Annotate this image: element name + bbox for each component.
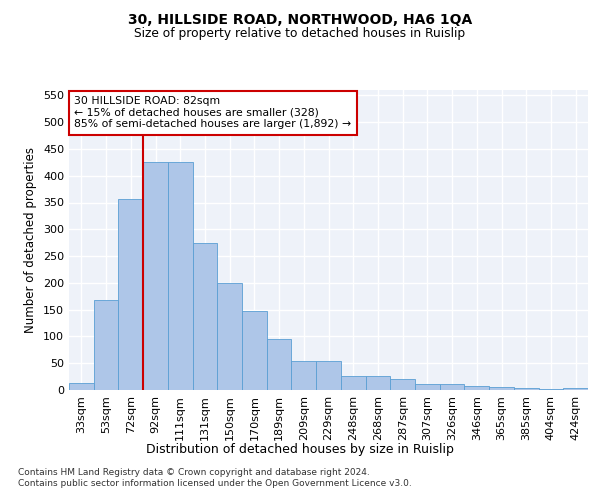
Bar <box>365 376 390 390</box>
Text: 30 HILLSIDE ROAD: 82sqm
← 15% of detached houses are smaller (328)
85% of semi-d: 30 HILLSIDE ROAD: 82sqm ← 15% of detache… <box>74 96 352 129</box>
Bar <box>143 162 168 390</box>
Text: Size of property relative to detached houses in Ruislip: Size of property relative to detached ho… <box>134 28 466 40</box>
Bar <box>168 162 193 390</box>
Bar <box>94 300 118 390</box>
Bar <box>539 389 563 390</box>
Bar <box>316 360 341 390</box>
Text: Distribution of detached houses by size in Ruislip: Distribution of detached houses by size … <box>146 442 454 456</box>
Bar <box>217 283 242 390</box>
Bar <box>390 380 415 390</box>
Bar <box>415 384 440 390</box>
Bar <box>267 338 292 390</box>
Bar <box>118 198 143 390</box>
Bar <box>464 386 489 390</box>
Text: 30, HILLSIDE ROAD, NORTHWOOD, HA6 1QA: 30, HILLSIDE ROAD, NORTHWOOD, HA6 1QA <box>128 12 472 26</box>
Bar <box>341 376 365 390</box>
Text: Contains HM Land Registry data © Crown copyright and database right 2024.
Contai: Contains HM Land Registry data © Crown c… <box>18 468 412 487</box>
Bar <box>292 360 316 390</box>
Bar <box>563 388 588 390</box>
Bar <box>514 388 539 390</box>
Bar <box>69 383 94 390</box>
Bar <box>489 388 514 390</box>
Bar <box>440 384 464 390</box>
Y-axis label: Number of detached properties: Number of detached properties <box>25 147 37 333</box>
Bar <box>193 242 217 390</box>
Bar <box>242 310 267 390</box>
